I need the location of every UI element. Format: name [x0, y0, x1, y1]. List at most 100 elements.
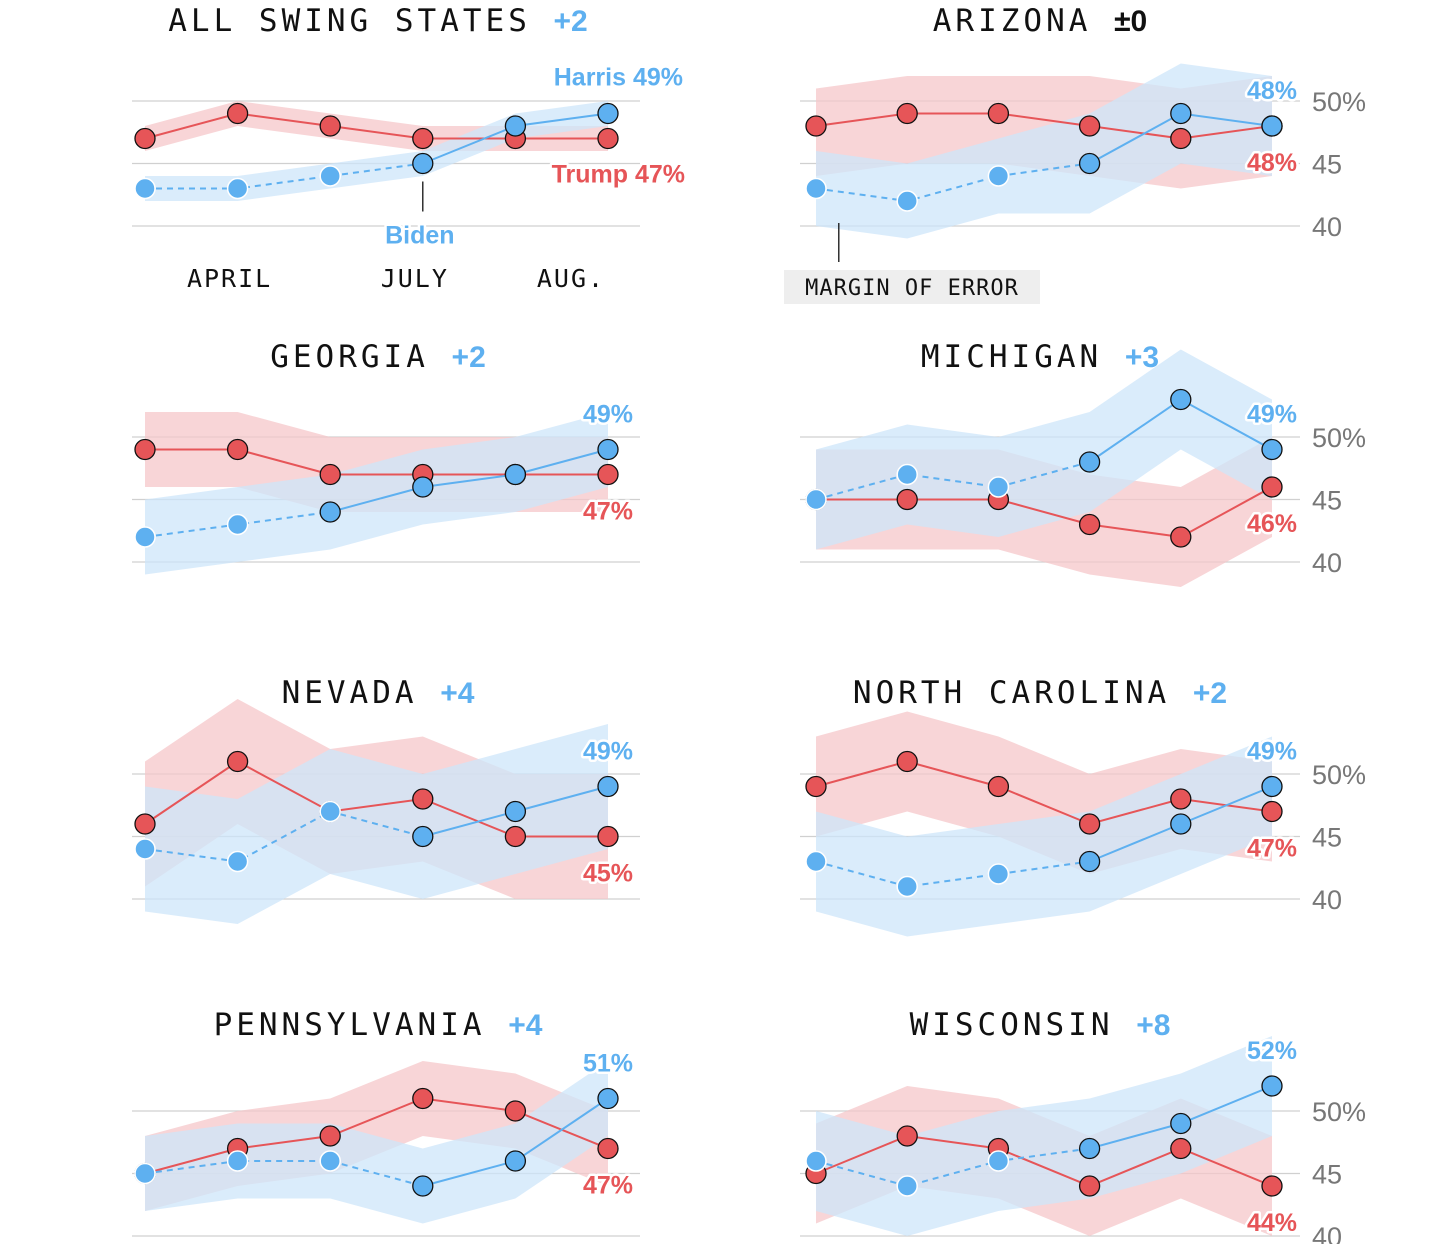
y-tick-label: 40	[1312, 885, 1342, 915]
data-point-harris	[319, 1150, 341, 1172]
data-point-harris	[1170, 1112, 1192, 1135]
lead-margin: +2	[452, 341, 486, 374]
data-point-trump	[896, 488, 918, 511]
data-point-trump	[412, 788, 434, 810]
data-point-harris	[805, 177, 827, 200]
data-point-harris	[597, 438, 619, 461]
month-label: JULY	[381, 264, 449, 293]
data-point-trump	[1170, 1137, 1192, 1160]
data-point-harris	[987, 1150, 1010, 1172]
data-point-harris	[1261, 115, 1283, 137]
data-point-trump	[896, 102, 918, 125]
series-line-dashed-harris	[815, 162, 1090, 203]
data-point-trump	[134, 813, 156, 835]
y-tick-label: 50%	[1312, 87, 1366, 117]
series-line-dashed-harris	[144, 1160, 424, 1187]
data-point-trump	[805, 115, 827, 137]
end-label-harris: 49%	[1247, 401, 1297, 429]
series-line-trump	[144, 112, 608, 140]
data-point-harris	[504, 463, 527, 486]
panel-pennsylvania: PENNSYLVANIA +4 51% 47%	[132, 1007, 640, 1237]
end-label-harris: 48%	[1247, 77, 1297, 105]
end-label-harris: 49%	[583, 401, 633, 429]
data-point-harris	[504, 1150, 527, 1172]
data-point-harris	[805, 1150, 827, 1172]
data-point-harris	[896, 190, 918, 212]
data-point-trump	[597, 825, 619, 848]
margin-band-harris	[145, 412, 608, 575]
margin-band-harris	[816, 736, 1272, 937]
data-point-harris	[134, 1162, 156, 1185]
data-point-harris	[504, 800, 527, 823]
data-point-trump	[1078, 115, 1101, 137]
data-point-harris	[1170, 388, 1192, 411]
y-tick-label: 45	[1312, 486, 1342, 516]
margin-band-harris	[145, 1061, 608, 1224]
data-point-harris	[805, 488, 827, 511]
data-point-harris	[1170, 813, 1192, 835]
data-point-harris	[1170, 102, 1192, 125]
data-point-harris	[319, 800, 341, 823]
series-line-dashed-harris	[815, 1147, 1090, 1188]
panel-title: GEORGIA +2	[270, 339, 486, 375]
data-point-harris	[226, 177, 249, 200]
panel-title: ARIZONA ±0	[933, 3, 1147, 39]
data-point-trump	[226, 750, 249, 773]
state-name: NORTH CAROLINA	[853, 675, 1193, 711]
data-point-trump	[1261, 1175, 1283, 1197]
series-line-trump	[144, 760, 608, 838]
data-point-harris	[319, 165, 341, 187]
data-point-trump	[226, 438, 249, 461]
end-label-harris: 49%	[583, 738, 633, 766]
end-label-trump: 47%	[583, 498, 633, 526]
end-label-trump: 47%	[583, 1172, 633, 1200]
data-point-trump	[1170, 127, 1192, 150]
data-point-harris	[896, 463, 918, 486]
month-label: AUG.	[537, 264, 605, 293]
lead-margin: +2	[1193, 677, 1227, 710]
data-point-trump	[319, 1125, 341, 1147]
data-point-trump	[805, 775, 827, 798]
data-point-trump	[226, 102, 249, 125]
data-point-harris	[226, 850, 249, 873]
end-label-harris: 49%	[1247, 738, 1297, 766]
data-point-trump	[319, 463, 341, 486]
series-line-trump	[815, 112, 1273, 140]
data-point-trump	[1261, 476, 1283, 498]
data-point-harris	[805, 850, 827, 873]
data-point-trump	[896, 750, 918, 773]
data-point-harris	[987, 165, 1010, 187]
month-label: APRIL	[187, 264, 272, 293]
panel-title: PENNSYLVANIA +4	[214, 1007, 543, 1043]
panel-title: NORTH CAROLINA +2	[853, 675, 1227, 711]
data-point-harris	[1078, 850, 1101, 873]
lead-margin: +4	[440, 677, 475, 710]
series-line-dashed-harris	[144, 810, 424, 863]
data-point-harris	[226, 513, 249, 536]
data-point-harris	[1078, 451, 1101, 473]
end-label-trump: 48%	[1247, 149, 1297, 177]
data-point-harris	[319, 501, 341, 523]
margin-note-label: MARGIN OF ERROR	[805, 276, 1019, 301]
panel-arizona: 50% 45 40 ARIZONA ±0 48% 48% MARGIN OF ERROR	[784, 3, 1366, 304]
y-tick-label: 40	[1312, 548, 1342, 578]
data-point-harris	[412, 1175, 434, 1197]
data-point-harris	[896, 875, 918, 898]
data-point-trump	[987, 102, 1010, 125]
data-point-harris	[597, 775, 619, 798]
y-tick-label: 40	[1312, 1222, 1342, 1244]
data-point-trump	[896, 1125, 918, 1147]
lead-margin: +8	[1136, 1009, 1170, 1042]
panel-north-carolina: 50% 45 40 NORTH CAROLINA +2 49% 47%	[800, 675, 1366, 937]
data-point-trump	[412, 127, 434, 150]
state-name: PENNSYLVANIA	[214, 1007, 509, 1043]
series-line-trump	[816, 486, 1273, 539]
series-line-trump	[145, 448, 608, 476]
margin-band-harris	[145, 101, 608, 201]
state-name: ALL SWING STATES	[168, 3, 553, 39]
series-line-dashed-harris	[815, 461, 1090, 501]
y-tick-label: 45	[1312, 823, 1342, 853]
series-line-trump	[815, 760, 1273, 826]
data-point-harris	[504, 115, 527, 137]
